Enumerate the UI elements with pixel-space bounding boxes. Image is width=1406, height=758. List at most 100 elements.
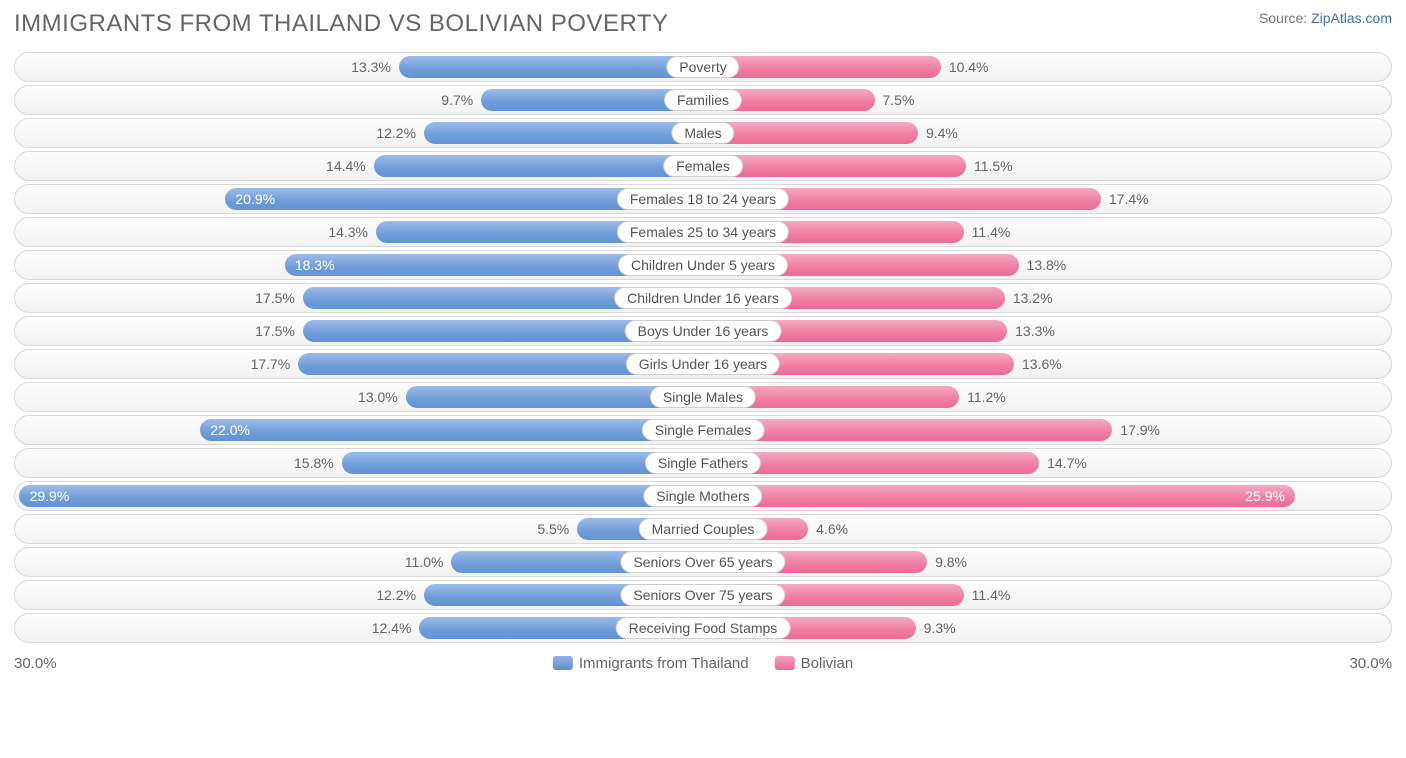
chart-row: 18.3%13.8%Children Under 5 years — [14, 250, 1392, 280]
value-left: 17.5% — [255, 320, 295, 342]
value-right: 11.5% — [974, 155, 1013, 177]
chart-rows: 13.3% 10.4% Poverty 9.7% 7.5% Families 12.2% 9.… — [14, 52, 1392, 643]
source-attribution: Source: ZipAtlas.com — [1259, 10, 1392, 26]
right-half: 17.9% — [703, 419, 1389, 441]
chart-row: 17.5% 13.3% Boys Under 16 years — [14, 316, 1392, 346]
value-left: 12.2% — [376, 584, 416, 606]
category-label: Males — [671, 122, 734, 144]
value-right: 11.2% — [967, 386, 1006, 408]
chart-row: 5.5% 4.6% Married Couples — [14, 514, 1392, 544]
category-label: Receiving Food Stamps — [616, 617, 791, 639]
value-left: 18.3% — [295, 254, 335, 276]
right-half: 11.4% — [703, 584, 1389, 606]
value-left: 15.8% — [294, 452, 334, 474]
bar-right — [703, 485, 1295, 507]
left-half: 12.2% — [17, 584, 703, 606]
right-half: 25.9% — [703, 485, 1389, 507]
category-label: Children Under 16 years — [614, 287, 792, 309]
legend-item-right: Bolivian — [775, 655, 854, 672]
value-left: 22.0% — [210, 419, 250, 441]
right-half: 13.3% — [703, 320, 1389, 342]
value-left: 5.5% — [537, 518, 569, 540]
chart-title: IMMIGRANTS FROM THAILAND VS BOLIVIAN POV… — [14, 10, 669, 38]
category-label: Seniors Over 65 years — [620, 551, 785, 573]
chart-row: 20.9% 17.4%Females 18 to 24 years — [14, 184, 1392, 214]
value-right: 11.4% — [972, 584, 1011, 606]
right-half: 7.5% — [703, 89, 1389, 111]
value-right: 13.8% — [1027, 254, 1067, 276]
chart-row: 29.9% 25.9% Single Mothers — [14, 481, 1392, 511]
legend-item-left: Immigrants from Thailand — [553, 655, 749, 672]
category-label: Girls Under 16 years — [626, 353, 780, 375]
category-label: Single Fathers — [645, 452, 761, 474]
chart-row: 22.0%17.9%Single Females — [14, 415, 1392, 445]
value-right: 9.4% — [926, 122, 958, 144]
value-right: 13.3% — [1015, 320, 1055, 342]
left-half: 18.3% — [17, 254, 703, 276]
legend-swatch-right — [775, 656, 795, 670]
left-half: 22.0% — [17, 419, 703, 441]
left-half: 20.9% — [17, 188, 703, 210]
category-label: Poverty — [666, 56, 739, 78]
left-half: 15.8% — [17, 452, 703, 474]
bar-left — [374, 155, 703, 177]
value-right: 17.9% — [1120, 419, 1160, 441]
chart-row: 12.4%9.3%Receiving Food Stamps — [14, 613, 1392, 643]
right-half: 13.8% — [703, 254, 1389, 276]
chart-row: 12.2%11.4%Seniors Over 75 years — [14, 580, 1392, 610]
value-right: 14.7% — [1047, 452, 1087, 474]
bar-left — [424, 122, 703, 144]
value-left: 20.9% — [235, 188, 275, 210]
bar-left — [399, 56, 703, 78]
source-link[interactable]: ZipAtlas.com — [1311, 10, 1392, 26]
chart-row: 12.2% 9.4% Males — [14, 118, 1392, 148]
left-half: 12.4% — [17, 617, 703, 639]
value-right: 10.4% — [949, 56, 989, 78]
value-left: 29.9% — [30, 485, 70, 507]
chart-footer: 30.0% Immigrants from Thailand Bolivian … — [14, 649, 1392, 677]
axis-max-right: 30.0% — [1349, 655, 1392, 672]
value-left: 14.3% — [328, 221, 368, 243]
header: IMMIGRANTS FROM THAILAND VS BOLIVIAN POV… — [14, 10, 1392, 38]
right-half: 11.5% — [703, 155, 1389, 177]
left-half: 13.0% — [17, 386, 703, 408]
category-label: Boys Under 16 years — [625, 320, 782, 342]
right-half: 13.2% — [703, 287, 1389, 309]
category-label: Females 25 to 34 years — [617, 221, 789, 243]
category-label: Females 18 to 24 years — [617, 188, 789, 210]
left-half: 29.9% — [17, 485, 703, 507]
right-half: 10.4% — [703, 56, 1389, 78]
right-half: 9.3% — [703, 617, 1389, 639]
chart-row: 14.4%11.5%Females — [14, 151, 1392, 181]
right-half: 17.4% — [703, 188, 1389, 210]
right-half: 4.6% — [703, 518, 1389, 540]
category-label: Married Couples — [639, 518, 768, 540]
category-label: Single Mothers — [643, 485, 762, 507]
left-half: 12.2% — [17, 122, 703, 144]
left-half: 14.3% — [17, 221, 703, 243]
chart-row: 13.3%10.4%Poverty — [14, 52, 1392, 82]
left-half: 17.7% — [17, 353, 703, 375]
chart-row: 15.8% 14.7% Single Fathers — [14, 448, 1392, 478]
right-half: 14.7% — [703, 452, 1389, 474]
value-right: 11.4% — [972, 221, 1011, 243]
legend-label-right: Bolivian — [801, 655, 854, 672]
source-label: Source: — [1259, 10, 1307, 26]
value-right: 4.6% — [816, 518, 848, 540]
value-left: 13.0% — [358, 386, 398, 408]
category-label: Families — [664, 89, 742, 111]
chart-row: 14.3% 11.4% Females 25 to 34 years — [14, 217, 1392, 247]
category-label: Females — [663, 155, 743, 177]
value-left: 11.0% — [405, 551, 444, 573]
axis-max-left: 30.0% — [14, 655, 57, 672]
legend-swatch-left — [553, 656, 573, 670]
value-right: 25.9% — [1245, 485, 1285, 507]
value-right: 7.5% — [883, 89, 915, 111]
left-half: 11.0% — [17, 551, 703, 573]
value-left: 17.7% — [251, 353, 291, 375]
value-right: 13.6% — [1022, 353, 1062, 375]
left-half: 17.5% — [17, 320, 703, 342]
bar-left — [19, 485, 703, 507]
chart-row: 9.7% 7.5% Families — [14, 85, 1392, 115]
value-left: 9.7% — [441, 89, 473, 111]
